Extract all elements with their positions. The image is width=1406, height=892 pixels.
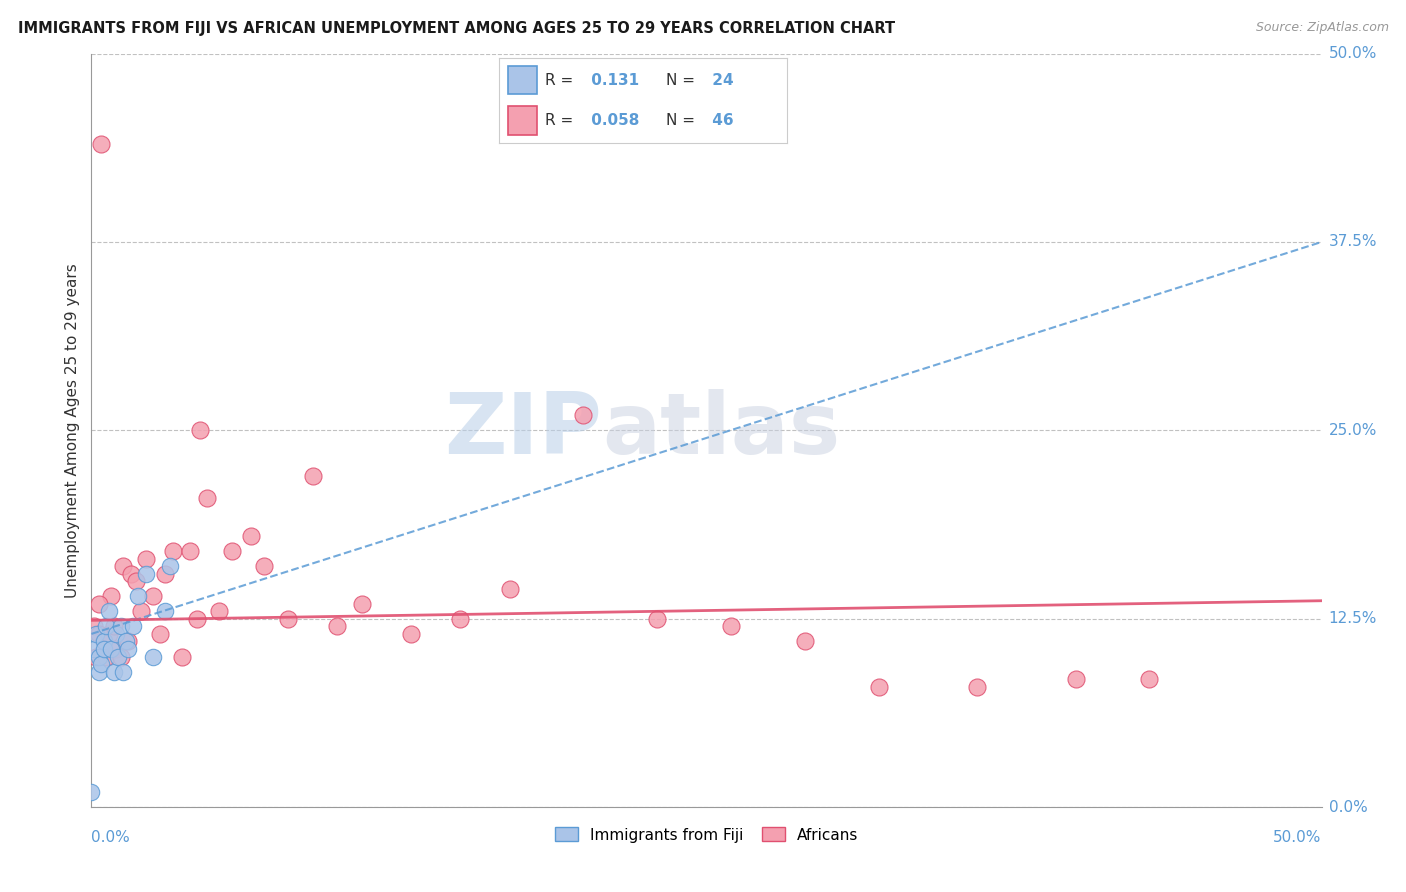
Point xyxy=(162,544,184,558)
Point xyxy=(93,642,115,657)
Text: R =: R = xyxy=(546,72,574,87)
Point xyxy=(93,634,115,648)
Point xyxy=(114,634,138,648)
Point xyxy=(352,597,374,611)
Point xyxy=(1064,672,1087,686)
Point xyxy=(117,642,139,657)
Point xyxy=(301,468,323,483)
Point xyxy=(172,649,194,664)
Text: R =: R = xyxy=(546,113,574,128)
Text: IMMIGRANTS FROM FIJI VS AFRICAN UNEMPLOYMENT AMONG AGES 25 TO 29 YEARS CORRELATI: IMMIGRANTS FROM FIJI VS AFRICAN UNEMPLOY… xyxy=(18,21,896,37)
Point xyxy=(399,627,422,641)
Text: 0.0%: 0.0% xyxy=(1329,800,1368,814)
Point xyxy=(135,551,156,566)
Text: 24: 24 xyxy=(707,72,734,87)
Point xyxy=(179,544,201,558)
Text: 50.0%: 50.0% xyxy=(1274,830,1322,845)
Text: 46: 46 xyxy=(707,113,734,128)
Text: ZIP: ZIP xyxy=(444,389,602,472)
Point xyxy=(86,627,108,641)
Point xyxy=(96,649,117,664)
Point xyxy=(103,665,125,679)
Point xyxy=(87,649,110,664)
Point xyxy=(208,604,231,618)
Text: 0.0%: 0.0% xyxy=(91,830,131,845)
Point xyxy=(105,627,127,641)
Point xyxy=(107,649,129,664)
Point xyxy=(117,634,139,648)
Text: Source: ZipAtlas.com: Source: ZipAtlas.com xyxy=(1256,21,1389,35)
Point xyxy=(195,491,218,506)
Point xyxy=(87,597,110,611)
Point xyxy=(112,665,135,679)
Point xyxy=(87,627,110,641)
Point xyxy=(86,649,108,664)
Point xyxy=(83,642,105,657)
Text: 12.5%: 12.5% xyxy=(1329,611,1376,626)
Point xyxy=(103,619,125,633)
Point xyxy=(135,566,156,581)
Point xyxy=(186,612,208,626)
Text: N =: N = xyxy=(666,72,696,87)
Point xyxy=(153,604,177,618)
Text: atlas: atlas xyxy=(602,389,841,472)
Point xyxy=(149,627,172,641)
Point xyxy=(1139,672,1161,686)
Point xyxy=(112,559,135,574)
Point xyxy=(572,409,595,423)
Y-axis label: Unemployment Among Ages 25 to 29 years: Unemployment Among Ages 25 to 29 years xyxy=(65,263,80,598)
Text: 37.5%: 37.5% xyxy=(1329,235,1376,250)
Point xyxy=(122,619,145,633)
Point xyxy=(110,619,132,633)
Point xyxy=(97,627,120,641)
Point xyxy=(100,642,122,657)
Text: N =: N = xyxy=(666,113,696,128)
Point xyxy=(188,424,211,438)
Point xyxy=(80,785,103,799)
Text: 0.058: 0.058 xyxy=(585,113,638,128)
Point xyxy=(966,680,988,694)
Point xyxy=(326,619,349,633)
Point xyxy=(645,612,669,626)
Point xyxy=(498,582,520,596)
Point xyxy=(83,619,105,633)
Text: 50.0%: 50.0% xyxy=(1329,46,1376,61)
Point xyxy=(124,574,146,589)
Legend: Immigrants from Fiji, Africans: Immigrants from Fiji, Africans xyxy=(548,822,865,848)
Text: 25.0%: 25.0% xyxy=(1329,423,1376,438)
Point xyxy=(221,544,243,558)
Point xyxy=(97,604,120,618)
Point xyxy=(793,634,815,648)
Point xyxy=(449,612,471,626)
FancyBboxPatch shape xyxy=(508,66,537,95)
Point xyxy=(93,634,115,648)
Point xyxy=(90,657,112,671)
FancyBboxPatch shape xyxy=(508,106,537,135)
Point xyxy=(142,649,165,664)
Point xyxy=(253,559,276,574)
Point xyxy=(127,589,149,603)
Point xyxy=(96,619,117,633)
Point xyxy=(110,649,132,664)
Point xyxy=(87,665,110,679)
Point xyxy=(100,589,122,603)
Point xyxy=(142,589,165,603)
Point xyxy=(159,559,181,574)
Point xyxy=(720,619,742,633)
Point xyxy=(129,604,152,618)
Point xyxy=(105,642,127,657)
Point xyxy=(868,680,890,694)
Point xyxy=(153,566,177,581)
Point xyxy=(120,566,142,581)
Point xyxy=(277,612,299,626)
Point xyxy=(90,136,112,151)
Point xyxy=(240,529,263,543)
Text: 0.131: 0.131 xyxy=(585,72,638,87)
